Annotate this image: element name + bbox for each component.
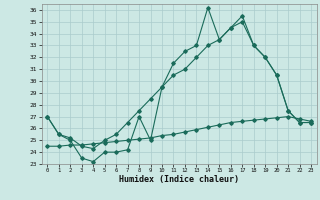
- X-axis label: Humidex (Indice chaleur): Humidex (Indice chaleur): [119, 175, 239, 184]
